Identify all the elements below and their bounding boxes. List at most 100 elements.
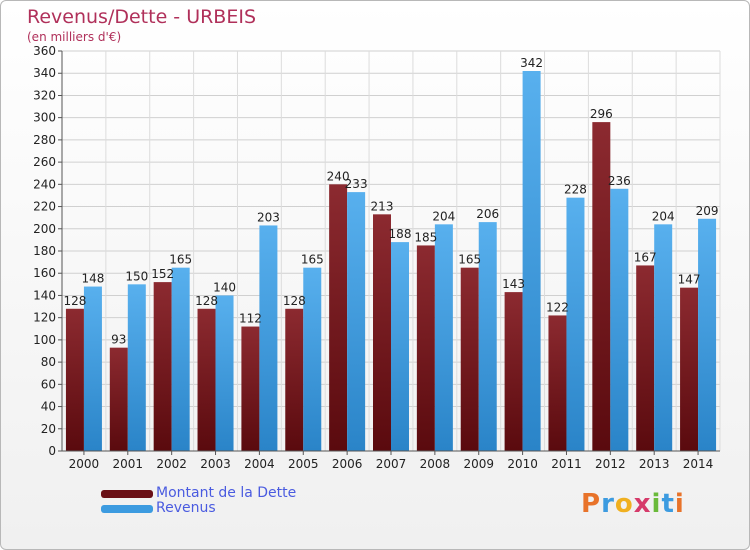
y-tick-label: 320 xyxy=(33,88,56,102)
bar-dette xyxy=(109,347,128,451)
logo-letter: r xyxy=(601,489,615,519)
bar-revenus xyxy=(347,192,366,451)
data-label-revenus: 342 xyxy=(520,56,543,70)
data-label-dette: 122 xyxy=(546,300,569,314)
bar-dette xyxy=(460,267,479,451)
bar-revenus xyxy=(434,224,453,451)
x-tick-label: 2001 xyxy=(113,457,144,471)
data-label-revenus: 203 xyxy=(257,210,280,224)
y-tick-label: 220 xyxy=(33,200,56,214)
axes xyxy=(58,50,720,455)
logo-letter: t xyxy=(661,489,675,519)
y-tick-label: 180 xyxy=(33,244,56,258)
data-label-dette: 147 xyxy=(678,273,701,287)
y-tick-label: 240 xyxy=(33,177,56,191)
y-tick-label: 60 xyxy=(41,377,56,391)
y-tick-label: 140 xyxy=(33,288,56,302)
bar-dette xyxy=(197,308,216,451)
x-tick-label: 2005 xyxy=(288,457,319,471)
data-label-dette: 128 xyxy=(63,294,86,308)
bar-revenus xyxy=(391,242,409,451)
x-tick-label: 2006 xyxy=(332,457,363,471)
x-tick-label: 2000 xyxy=(69,457,100,471)
data-label-dette: 165 xyxy=(458,253,481,267)
bar-dette xyxy=(329,184,348,452)
data-label-dette: 167 xyxy=(634,250,657,264)
data-label-revenus: 228 xyxy=(564,183,587,197)
bar-revenus xyxy=(303,267,322,451)
y-tick-label: 100 xyxy=(33,333,56,347)
x-tick-label: 2004 xyxy=(244,457,275,471)
data-label-revenus: 140 xyxy=(213,280,236,294)
data-label-revenus: 148 xyxy=(81,272,104,286)
data-label-revenus: 204 xyxy=(652,209,675,223)
legend-swatch-dette xyxy=(101,490,153,498)
data-label-revenus: 150 xyxy=(125,269,148,283)
bar-revenus xyxy=(654,224,673,451)
y-tick-label: 260 xyxy=(33,155,56,169)
data-label-dette: 128 xyxy=(195,294,218,308)
bar-dette xyxy=(592,122,611,451)
bar-dette xyxy=(65,308,84,451)
x-tick-label: 2009 xyxy=(463,457,494,471)
data-label-revenus: 165 xyxy=(169,253,192,267)
data-label-dette: 93 xyxy=(111,333,126,347)
logo-letter: i xyxy=(674,489,685,519)
data-label-revenus: 236 xyxy=(608,174,631,188)
y-tick-label: 20 xyxy=(41,422,56,436)
data-label-dette: 128 xyxy=(283,294,306,308)
bar-dette xyxy=(636,265,655,451)
y-tick-label: 200 xyxy=(33,222,56,236)
data-label-revenus: 165 xyxy=(301,253,324,267)
bar-dette xyxy=(416,245,435,451)
y-tick-label: 80 xyxy=(41,355,56,369)
y-tick-label: 120 xyxy=(33,311,56,325)
bar-revenus xyxy=(698,218,717,451)
data-label-revenus: 204 xyxy=(432,209,455,223)
bar-revenus xyxy=(478,222,497,451)
bar-revenus xyxy=(610,188,629,451)
bar-revenus xyxy=(127,284,146,451)
bar-dette xyxy=(504,292,523,451)
x-tick-label: 2003 xyxy=(200,457,231,471)
data-label-dette: 152 xyxy=(151,267,174,281)
bar-revenus xyxy=(259,225,278,451)
y-tick-label: 40 xyxy=(41,400,56,414)
y-tick-label: 280 xyxy=(33,133,56,147)
x-tick-label: 2014 xyxy=(683,457,714,471)
data-label-dette: 112 xyxy=(239,312,262,326)
data-label-revenus: 233 xyxy=(345,177,368,191)
bar-dette xyxy=(548,315,567,451)
bar-dette xyxy=(241,326,260,451)
x-tick-label: 2013 xyxy=(639,457,670,471)
y-tick-label: 300 xyxy=(33,111,56,125)
data-label-revenus: 206 xyxy=(476,207,499,221)
logo-letter: P xyxy=(581,489,602,519)
bar-revenus xyxy=(171,267,190,451)
legend-label-revenus: Revenus xyxy=(156,500,216,516)
chart-title: Revenus/Dette - URBEIS xyxy=(27,6,257,28)
labels: 0 20 40 60 80 100 120 140 160 180 200 220 240 260 280 3… xyxy=(33,44,718,471)
logo-letter: o xyxy=(614,489,634,519)
x-tick-label: 2011 xyxy=(551,457,582,471)
x-tick-label: 2012 xyxy=(595,457,626,471)
data-label-dette: 213 xyxy=(371,199,394,213)
data-label-revenus: 188 xyxy=(389,227,412,241)
logo-letter: i xyxy=(651,489,662,519)
x-tick-label: 2010 xyxy=(507,457,538,471)
bars xyxy=(65,71,717,452)
logo-letter: x xyxy=(633,489,652,519)
proxiti-logo: Proxiti xyxy=(581,489,685,519)
bar-revenus xyxy=(566,197,585,451)
y-tick-label: 0 xyxy=(48,444,56,458)
legend-label-dette: Montant de la Dette xyxy=(156,485,297,501)
x-tick-label: 2007 xyxy=(376,457,407,471)
bar-dette xyxy=(680,287,699,451)
bar-revenus xyxy=(522,71,541,451)
bar-revenus xyxy=(215,295,234,451)
y-tick-label: 360 xyxy=(33,44,56,58)
y-tick-label: 160 xyxy=(33,266,56,280)
bar-revenus xyxy=(83,286,102,451)
